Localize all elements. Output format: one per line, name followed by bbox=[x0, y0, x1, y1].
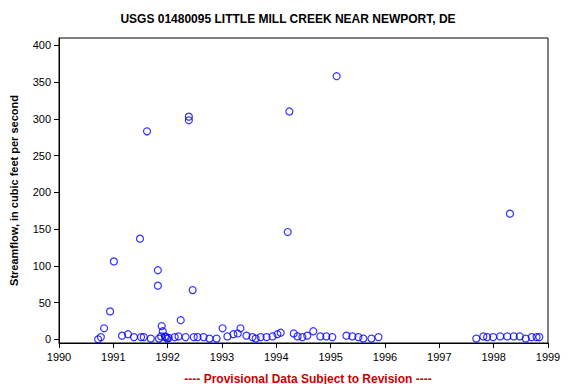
svg-text:Streamflow, in cubic feet per: Streamflow, in cubic feet per second bbox=[8, 95, 20, 286]
svg-text:50: 50 bbox=[39, 297, 51, 309]
svg-text:1991: 1991 bbox=[101, 351, 125, 363]
svg-text:1996: 1996 bbox=[373, 351, 397, 363]
svg-text:250: 250 bbox=[33, 150, 51, 162]
svg-text:1995: 1995 bbox=[318, 351, 342, 363]
svg-text:1990: 1990 bbox=[47, 351, 71, 363]
svg-text:200: 200 bbox=[33, 186, 51, 198]
svg-text:---- Provisional Data Subject: ---- Provisional Data Subject to Revisio… bbox=[184, 372, 431, 384]
svg-text:300: 300 bbox=[33, 113, 51, 125]
svg-text:400: 400 bbox=[33, 39, 51, 51]
svg-text:USGS 01480095 LITTLE MILL CREE: USGS 01480095 LITTLE MILL CREEK NEAR NEW… bbox=[120, 12, 455, 26]
svg-text:100: 100 bbox=[33, 260, 51, 272]
svg-text:1997: 1997 bbox=[427, 351, 451, 363]
svg-text:0: 0 bbox=[45, 333, 51, 345]
svg-text:150: 150 bbox=[33, 223, 51, 235]
svg-text:350: 350 bbox=[33, 76, 51, 88]
svg-text:1998: 1998 bbox=[481, 351, 505, 363]
svg-text:1992: 1992 bbox=[155, 351, 179, 363]
svg-text:1994: 1994 bbox=[264, 351, 288, 363]
svg-text:1993: 1993 bbox=[210, 351, 234, 363]
svg-text:1999: 1999 bbox=[536, 351, 560, 363]
